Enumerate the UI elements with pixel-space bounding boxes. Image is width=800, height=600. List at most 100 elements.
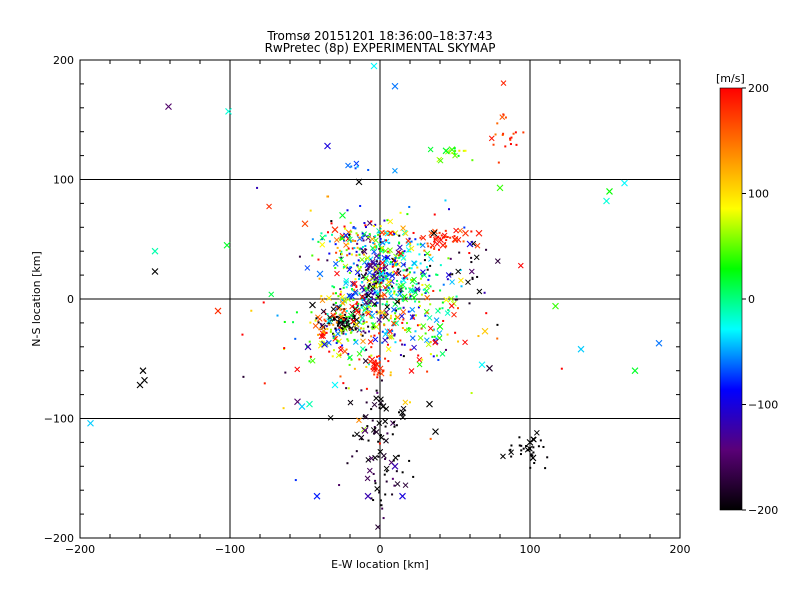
data-point	[332, 337, 335, 340]
data-point	[394, 256, 397, 259]
data-point-cross	[151, 268, 159, 275]
data-point	[386, 272, 389, 275]
data-point	[350, 165, 353, 168]
data-point	[518, 444, 521, 447]
data-point	[375, 260, 378, 263]
data-point	[356, 242, 359, 245]
data-point	[369, 258, 376, 265]
data-point	[367, 262, 374, 269]
data-point	[378, 247, 381, 250]
data-point	[471, 159, 474, 162]
data-point	[358, 236, 361, 239]
data-point	[462, 339, 468, 346]
data-point	[315, 317, 318, 320]
data-point	[386, 277, 389, 280]
data-point	[337, 322, 340, 325]
data-point	[331, 355, 334, 358]
data-point	[436, 273, 439, 276]
data-point-cross	[621, 179, 628, 187]
data-point-cross	[486, 364, 493, 372]
data-point	[357, 274, 360, 277]
data-point	[394, 298, 401, 305]
data-point-cross	[298, 403, 306, 410]
x-axis-label: E-W location [km]	[331, 558, 429, 571]
data-point	[408, 459, 411, 462]
data-point	[408, 401, 411, 404]
data-point	[364, 311, 367, 314]
data-point	[426, 314, 433, 321]
data-point	[345, 317, 348, 320]
data-point-cross	[631, 367, 639, 375]
data-point	[387, 230, 394, 237]
data-point	[340, 320, 343, 323]
data-point	[381, 269, 384, 272]
data-point-cross	[364, 492, 372, 500]
data-point	[374, 486, 381, 492]
data-point	[454, 298, 457, 301]
data-point	[368, 283, 371, 286]
data-point	[327, 414, 334, 421]
data-point	[384, 254, 391, 261]
data-points	[87, 62, 663, 530]
data-point	[292, 321, 295, 324]
data-point	[335, 342, 338, 345]
data-point	[276, 314, 279, 317]
data-point	[510, 136, 513, 139]
data-point	[448, 303, 455, 309]
data-point	[367, 339, 374, 345]
data-point	[400, 280, 403, 283]
data-point	[391, 265, 394, 268]
data-point	[444, 310, 451, 316]
data-point	[393, 334, 396, 337]
data-point	[380, 250, 383, 253]
data-point	[360, 306, 363, 309]
data-point	[531, 454, 534, 457]
data-point	[356, 301, 359, 304]
data-point	[390, 290, 393, 293]
data-point	[316, 316, 323, 322]
data-point	[341, 260, 344, 263]
data-point	[326, 328, 329, 331]
data-point	[468, 302, 471, 305]
data-point	[392, 287, 395, 290]
data-point	[326, 195, 329, 198]
data-point	[364, 331, 367, 334]
data-point	[470, 230, 473, 233]
data-point	[483, 291, 486, 294]
data-point	[423, 259, 426, 262]
data-point	[305, 345, 308, 348]
data-point	[396, 279, 399, 282]
data-point	[433, 238, 436, 241]
data-point	[385, 480, 388, 483]
data-point	[377, 272, 380, 275]
data-point	[392, 231, 395, 234]
data-point	[497, 161, 500, 164]
data-point	[372, 499, 375, 502]
data-point	[326, 339, 332, 346]
data-point	[324, 320, 327, 323]
data-point	[401, 251, 404, 254]
data-point	[320, 238, 323, 241]
data-point-cross	[324, 142, 331, 150]
data-point	[518, 436, 521, 439]
data-point	[522, 447, 525, 450]
data-point	[380, 504, 383, 507]
data-point	[519, 453, 522, 456]
data-point	[379, 260, 386, 266]
data-point	[384, 458, 387, 461]
data-point	[446, 278, 449, 281]
data-point	[319, 297, 326, 304]
data-point	[441, 307, 444, 310]
data-point	[346, 266, 353, 273]
data-point	[349, 221, 352, 224]
y-axis-label: N-S location [km]	[30, 251, 43, 347]
data-point	[382, 369, 385, 372]
data-point	[504, 116, 507, 119]
data-point	[373, 237, 379, 244]
data-point	[396, 262, 399, 265]
data-point	[451, 273, 454, 276]
data-point-cross	[462, 229, 469, 237]
data-point	[383, 219, 386, 222]
data-point	[488, 135, 495, 142]
data-point	[348, 271, 351, 274]
